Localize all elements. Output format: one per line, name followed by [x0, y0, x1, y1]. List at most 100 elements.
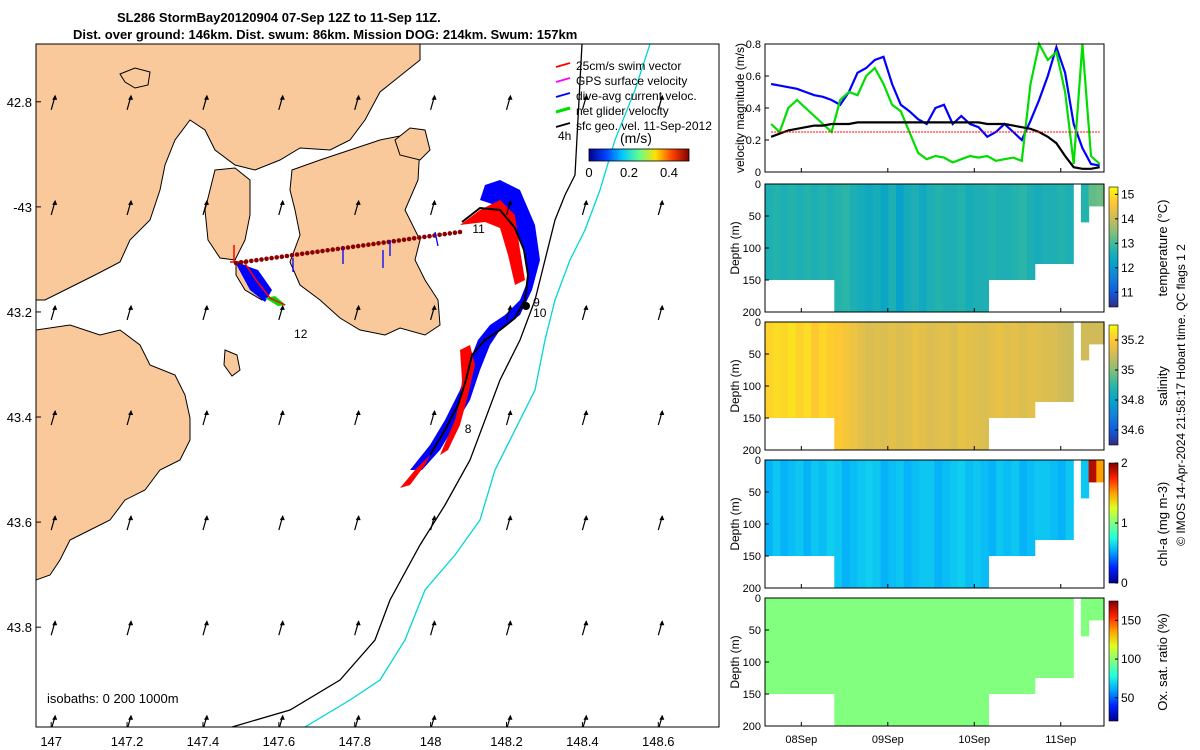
profile-cell: [1042, 598, 1051, 678]
geo-velocity-arrowhead: [204, 410, 209, 415]
map-x-tick-label: 148.2: [490, 734, 523, 749]
profile-cell: [1027, 460, 1036, 556]
profile-cell: [934, 322, 943, 450]
legend-arrow-icon: [555, 106, 571, 114]
track-dot: [284, 253, 290, 259]
profile-y-tick-label: 150: [743, 275, 761, 287]
profile-cell: [896, 184, 905, 312]
profile-y-tick-label: 200: [743, 583, 761, 595]
profile-cell: [818, 322, 828, 418]
legend-label: sfc geo. vel. 11-Sep-2012: [576, 119, 712, 133]
profile-y-tick-label: 150: [743, 551, 761, 563]
geo-velocity-arrowhead: [128, 515, 134, 521]
geo-velocity-arrowhead: [431, 94, 437, 100]
profile-cell: [949, 460, 959, 588]
profile-cell: [1096, 322, 1105, 345]
track-dot: [361, 243, 366, 248]
profile-cell: [911, 460, 920, 588]
profile-cell: [765, 322, 774, 418]
profile-cell: [957, 460, 966, 588]
geo-velocity-arrowhead: [52, 515, 58, 521]
track-dot: [305, 250, 310, 256]
track-dot: [457, 229, 463, 235]
profile-cell: [919, 598, 928, 726]
profile-cell: [1042, 322, 1051, 402]
profile-panel: 0 50 100 150 200 Depth (m) 11 12 13 14 15 temperatu…: [728, 179, 1170, 319]
track-dot: [452, 230, 458, 235]
velocity-series-line: [770, 121, 1100, 170]
profile-cell: [965, 460, 974, 588]
profile-cell: [973, 598, 982, 726]
profile-y-tick-label: 50: [749, 487, 761, 499]
profile-cell: [765, 598, 774, 694]
velocity-y-tick-label: 0: [755, 167, 761, 179]
track-dot: [350, 244, 356, 250]
profile-colorbar: [1108, 186, 1119, 308]
profile-colorbar-tick-label: 0: [1121, 576, 1128, 590]
profile-colorbar-label: Ox. sat. ratio (%): [1155, 613, 1170, 711]
profile-cell: [1088, 322, 1097, 345]
geo-velocity-arrowhead: [583, 304, 589, 310]
profile-cell: [1088, 460, 1097, 483]
profile-cell: [880, 184, 889, 312]
track-dot: [411, 236, 417, 241]
geo-velocity-arrowhead: [659, 94, 665, 100]
profile-cell: [795, 598, 805, 694]
profile-cell: [1011, 598, 1020, 694]
profile-colorbar-tick-label: 150: [1121, 613, 1141, 627]
geo-velocity-arrowhead: [279, 410, 285, 415]
profile-cell: [1003, 460, 1013, 556]
profile-cell: [988, 460, 997, 556]
glider-position-marker: [522, 302, 530, 310]
profile-y-axis-label: Depth (m): [728, 221, 742, 274]
geo-velocity-arrowhead: [659, 714, 665, 720]
map-colorbar-label: (m/s): [620, 130, 652, 146]
track-dot: [310, 250, 315, 255]
profile-cell: [849, 322, 859, 450]
land-polygon: [204, 167, 251, 261]
profile-cell: [980, 460, 989, 588]
figure-title-line2: Dist. over ground: 146km. Dist. swum: 86…: [73, 27, 578, 42]
profile-colorbar-tick-label: 15: [1121, 187, 1135, 201]
geo-velocity-arrowhead: [355, 304, 361, 310]
profile-cell: [1065, 598, 1074, 678]
profile-cell: [818, 598, 828, 694]
geo-velocity-arrowhead: [52, 94, 58, 100]
geo-velocity-arrowhead: [659, 515, 665, 521]
profile-cell: [996, 322, 1005, 418]
profile-cell: [857, 598, 866, 726]
profile-cell: [788, 184, 797, 280]
profile-cell: [826, 184, 835, 280]
profile-cell: [926, 184, 936, 312]
profile-cell: [888, 598, 897, 726]
profile-cell: [949, 322, 959, 450]
profile-cell: [872, 322, 882, 450]
profile-colorbar-tick-label: 14: [1121, 212, 1135, 226]
profile-x-tick-label: 10Sep: [958, 734, 990, 746]
profile-cell: [803, 460, 812, 556]
profile-cell: [842, 322, 851, 450]
profile-cell: [1088, 598, 1097, 621]
track-dot: [371, 241, 376, 247]
profile-cell: [818, 460, 828, 556]
land-polygon: [36, 44, 421, 301]
profile-cell: [795, 460, 805, 556]
profile-panel: 0 50 100 150 200 Depth (m) 34.6 34.8 35 35.2 salin…: [728, 317, 1170, 457]
profile-cell: [1003, 184, 1013, 280]
profile-cell: [980, 598, 989, 726]
profile-cell: [842, 460, 851, 588]
day-label: 10: [533, 306, 547, 320]
profile-cell: [826, 460, 835, 556]
profile-cell: [772, 322, 781, 418]
profile-cell: [826, 322, 835, 418]
profile-cell: [1050, 322, 1059, 402]
profile-cell: [934, 184, 943, 312]
profile-cell: [803, 598, 812, 694]
profile-cell: [888, 184, 897, 312]
profile-panel: 0 50 100 150 200 Depth (m) 50 100 150 Ox. sat. ra…: [728, 593, 1170, 733]
profile-cell: [880, 460, 889, 588]
geo-velocity-arrowhead: [128, 714, 134, 720]
profile-cell: [919, 322, 928, 450]
profile-cell: [973, 460, 982, 588]
